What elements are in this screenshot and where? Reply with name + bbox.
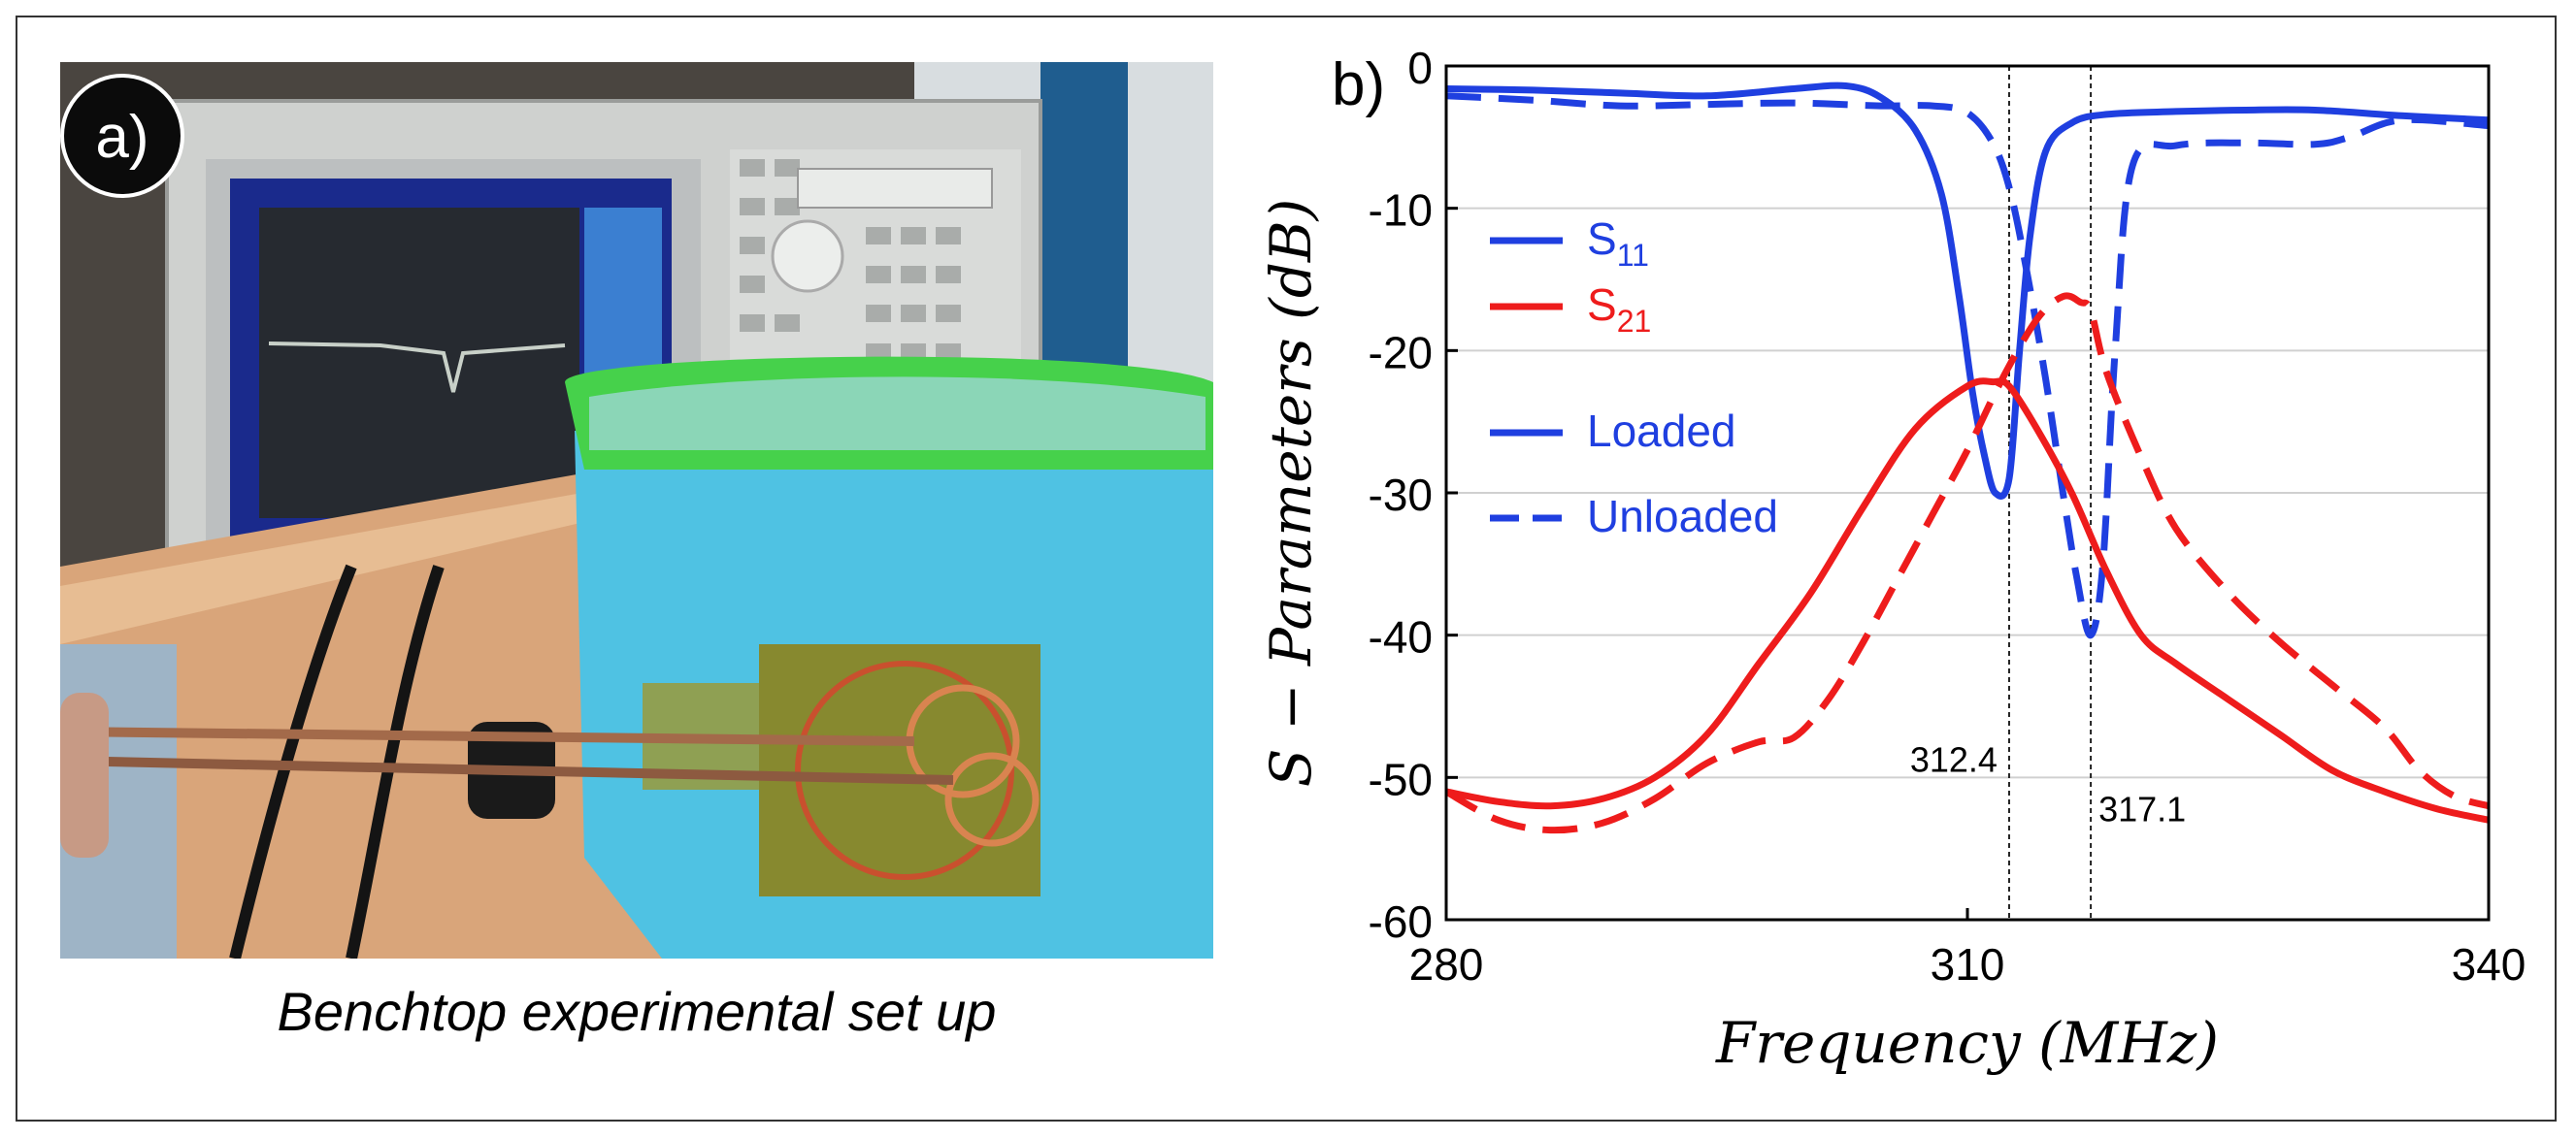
y-tick-label: 0 [1407, 43, 1433, 93]
legend-loaded-label: Loaded [1587, 406, 1736, 456]
benchtop-photo [60, 62, 1213, 959]
legend-s11-subscript: 11 [1617, 238, 1649, 273]
y-tick-label: -10 [1369, 185, 1433, 236]
cable-2 [346, 565, 445, 959]
series-line-s21-unloaded [1446, 292, 2489, 834]
y-tick-label: -40 [1369, 612, 1433, 663]
y-tick-label: -50 [1369, 754, 1433, 804]
grid-layer [1446, 207, 2489, 779]
legend-s11-label: S11 [1587, 213, 1649, 273]
frequency-annotation: 317.1 [2098, 790, 2186, 830]
analyzer-knob [771, 219, 844, 293]
legend-s21-label: S21 [1587, 279, 1651, 339]
legend-s21-subscript: 21 [1617, 304, 1652, 339]
probe-loop-2 [944, 752, 1040, 847]
container-lid-top [589, 376, 1205, 450]
probe-rod-1 [60, 727, 915, 746]
series-line-s11-loaded [1446, 81, 2489, 500]
y-tick-label: -60 [1369, 896, 1433, 947]
y-tick-label: -20 [1369, 327, 1433, 377]
photo-cabinet-edge [1040, 62, 1128, 411]
analyzer-screen [259, 208, 579, 518]
x-tick-label: 310 [1931, 939, 2005, 990]
screen-trace [268, 342, 566, 393]
series-layer [1446, 81, 2489, 834]
probe-rod-2 [60, 756, 954, 785]
legend-unloaded-label: Unloaded [1587, 491, 1778, 541]
analyzer-display-strip [797, 168, 993, 209]
analyzer-keys [740, 159, 961, 361]
panel-a-label: a) [60, 74, 184, 198]
x-axis-label: Frequency (MHz) [1715, 1010, 2219, 1076]
photo-illustration [60, 62, 1213, 959]
hand [60, 693, 109, 858]
kapton-tape [759, 644, 1040, 896]
x-tick-label: 340 [2452, 939, 2526, 990]
frequency-annotation: 312.4 [1910, 739, 1998, 779]
y-axis-label: S − Parameters (dB) [1258, 199, 1324, 787]
photo-caption: Benchtop experimental set up [277, 981, 997, 1042]
x-tick-label: 280 [1409, 939, 1484, 990]
annotation-layer: 312.4 317.1 [1910, 739, 2186, 829]
y-tick-label: -30 [1369, 470, 1433, 520]
cable-1 [229, 564, 357, 959]
marker-lines [2007, 66, 2093, 920]
panel-b-label: b) [1332, 51, 1385, 118]
